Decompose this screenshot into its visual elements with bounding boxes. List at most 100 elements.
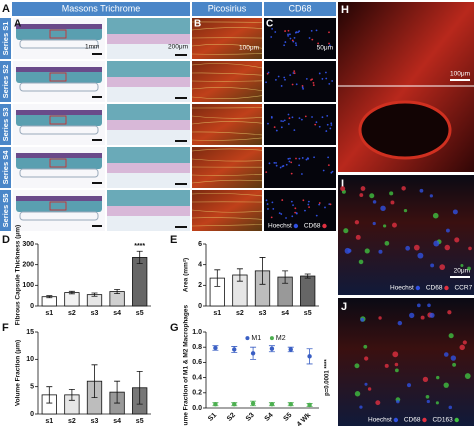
nucleus xyxy=(328,44,331,47)
scale-bar xyxy=(92,225,102,227)
panel-title: Picosirius xyxy=(208,3,247,13)
tissue xyxy=(107,163,190,173)
tissue xyxy=(107,61,190,77)
x-tick-label: s4 xyxy=(113,310,121,317)
nucleus xyxy=(293,70,296,73)
cell xyxy=(435,401,439,405)
fiber xyxy=(191,131,263,136)
banner xyxy=(192,2,262,16)
scale-bar-label: 20μm xyxy=(454,268,470,275)
nucleus xyxy=(294,31,297,34)
nucleus xyxy=(305,78,308,80)
nucleus xyxy=(304,115,307,118)
micrograph xyxy=(264,61,336,102)
cell xyxy=(384,240,390,246)
y-tick-label: 1.0 xyxy=(192,329,202,336)
x-tick-label: S4 xyxy=(264,412,275,423)
cell xyxy=(355,234,361,240)
nucleus xyxy=(270,36,273,38)
tissue xyxy=(16,24,102,29)
cell xyxy=(420,315,425,320)
fiber xyxy=(191,224,263,227)
error-bar xyxy=(306,348,313,365)
error-bar xyxy=(287,402,294,407)
cell xyxy=(450,355,457,361)
cell xyxy=(444,244,451,251)
nucleus xyxy=(292,204,294,207)
cell xyxy=(364,248,370,254)
cell xyxy=(396,399,400,404)
fiber xyxy=(191,63,263,69)
cell xyxy=(389,191,394,196)
x-tick-label: s3 xyxy=(91,418,99,425)
nucleus xyxy=(310,29,313,32)
tissue xyxy=(107,190,190,206)
nucleus xyxy=(295,157,297,160)
nucleus xyxy=(274,31,277,33)
fiber xyxy=(191,95,263,99)
nucleus xyxy=(287,34,289,37)
tissue xyxy=(16,198,102,212)
nucleus xyxy=(304,209,306,212)
nucleus xyxy=(285,163,288,166)
panel-letter: D xyxy=(2,234,10,246)
cell xyxy=(392,222,397,228)
fiber xyxy=(191,158,263,162)
tissue xyxy=(107,77,190,87)
nucleus xyxy=(280,213,283,215)
scale-bar xyxy=(92,53,102,55)
nucleus xyxy=(328,31,330,34)
nucleus xyxy=(311,78,313,81)
cell xyxy=(430,263,435,268)
cell xyxy=(347,248,352,253)
nucleus xyxy=(270,216,273,219)
micrograph xyxy=(192,18,262,59)
y-tick-label: 0.2 xyxy=(192,390,202,397)
nucleus xyxy=(294,211,297,214)
scale-bar xyxy=(175,226,187,228)
error-bar xyxy=(287,346,294,353)
y-axis-label: Fibrous Capsule Thickness (μm) xyxy=(15,225,22,325)
y-tick-label: 0.8 xyxy=(192,344,202,351)
cell xyxy=(417,252,424,259)
zoom-box xyxy=(49,158,67,168)
nucleus xyxy=(301,86,304,89)
cell xyxy=(429,312,435,318)
fiber xyxy=(191,217,263,220)
nucleus xyxy=(293,72,296,75)
y-tick-label: 15 xyxy=(26,329,34,336)
y-tick-label: 2 xyxy=(198,282,202,289)
fiber xyxy=(191,87,263,92)
nucleus xyxy=(278,212,281,215)
y-tick-label: 0 xyxy=(30,303,34,310)
nucleus xyxy=(287,123,290,125)
nucleus xyxy=(330,122,333,125)
x-tick-label: s2 xyxy=(68,310,76,317)
nucleus xyxy=(315,29,318,32)
fiber xyxy=(191,80,263,82)
error-bar xyxy=(231,402,238,407)
error-bar xyxy=(68,389,75,401)
zoom-box xyxy=(49,201,67,211)
legend-label: CD163 xyxy=(432,417,453,424)
nucleus xyxy=(330,124,333,126)
nucleus xyxy=(325,71,327,74)
nucleus xyxy=(312,84,315,87)
fiber xyxy=(191,148,263,152)
cell xyxy=(363,344,368,349)
error-bar xyxy=(212,345,219,351)
cell xyxy=(416,303,421,308)
nucleus xyxy=(315,214,318,217)
panel-letter: I xyxy=(341,178,344,190)
tissue xyxy=(16,153,102,158)
cell xyxy=(397,320,403,326)
error-bar xyxy=(91,364,98,398)
cell xyxy=(372,200,377,204)
nucleus xyxy=(265,171,268,174)
nucleus xyxy=(295,44,298,47)
nucleus xyxy=(328,83,331,85)
nucleus xyxy=(283,119,286,122)
bar xyxy=(132,257,148,307)
nucleus xyxy=(289,74,292,77)
error-bar xyxy=(250,346,257,360)
